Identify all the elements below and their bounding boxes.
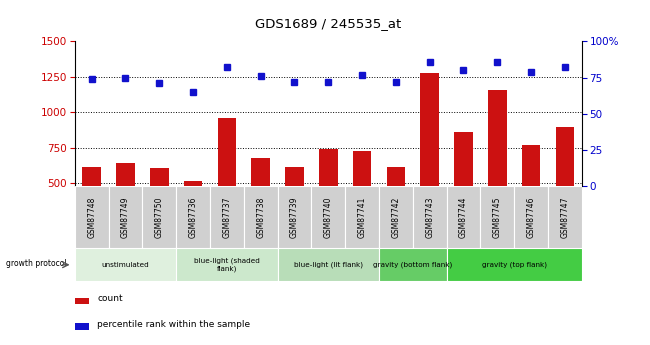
Bar [184, 181, 202, 255]
Text: GSM87750: GSM87750 [155, 197, 164, 238]
Bar [218, 118, 236, 255]
Text: GSM87742: GSM87742 [391, 197, 400, 238]
Text: GDS1689 / 245535_at: GDS1689 / 245535_at [255, 17, 402, 30]
Text: GSM87741: GSM87741 [358, 197, 367, 238]
Bar [75, 248, 176, 281]
Bar [176, 248, 278, 281]
Text: unstimulated: unstimulated [101, 262, 150, 268]
Bar [379, 248, 447, 281]
Text: blue-light (lit flank): blue-light (lit flank) [294, 262, 363, 268]
Bar [379, 186, 413, 248]
Text: GSM87749: GSM87749 [121, 197, 130, 238]
Text: GSM87736: GSM87736 [188, 197, 198, 238]
Bar [353, 151, 371, 255]
Text: GSM87737: GSM87737 [222, 197, 231, 238]
Bar [387, 167, 405, 255]
Text: GSM87745: GSM87745 [493, 197, 502, 238]
Bar [75, 298, 88, 304]
Bar [150, 168, 168, 255]
Text: count: count [97, 294, 123, 303]
Bar [116, 163, 135, 255]
Text: growth protocol: growth protocol [6, 259, 66, 268]
Text: gravity (bottom flank): gravity (bottom flank) [373, 262, 452, 268]
Bar [252, 158, 270, 255]
Bar [556, 127, 574, 255]
Bar [447, 248, 582, 281]
Text: GSM87739: GSM87739 [290, 197, 299, 238]
Bar [514, 186, 548, 248]
Text: GSM87738: GSM87738 [256, 197, 265, 238]
Text: GSM87743: GSM87743 [425, 197, 434, 238]
Text: GSM87744: GSM87744 [459, 197, 468, 238]
Bar [454, 132, 473, 255]
Bar [319, 149, 337, 255]
Bar [109, 186, 142, 248]
Bar [278, 248, 379, 281]
Text: blue-light (shaded
flank): blue-light (shaded flank) [194, 258, 260, 272]
Bar [447, 186, 480, 248]
Bar [421, 73, 439, 255]
Bar [548, 186, 582, 248]
Bar [413, 186, 447, 248]
Bar [480, 186, 514, 248]
Text: GSM87747: GSM87747 [560, 197, 569, 238]
Bar [244, 186, 278, 248]
Bar [210, 186, 244, 248]
Bar [278, 186, 311, 248]
Text: GSM87746: GSM87746 [526, 197, 536, 238]
Text: percentile rank within the sample: percentile rank within the sample [97, 320, 250, 329]
Bar [176, 186, 210, 248]
Text: GSM87740: GSM87740 [324, 197, 333, 238]
Bar [285, 167, 304, 255]
Bar [522, 145, 540, 255]
Bar [488, 90, 506, 255]
Bar [75, 186, 109, 248]
Bar [345, 186, 379, 248]
Bar [142, 186, 176, 248]
Bar [75, 323, 88, 330]
Bar [311, 186, 345, 248]
Bar [83, 167, 101, 255]
Text: GSM87748: GSM87748 [87, 197, 96, 238]
Text: gravity (top flank): gravity (top flank) [482, 262, 547, 268]
